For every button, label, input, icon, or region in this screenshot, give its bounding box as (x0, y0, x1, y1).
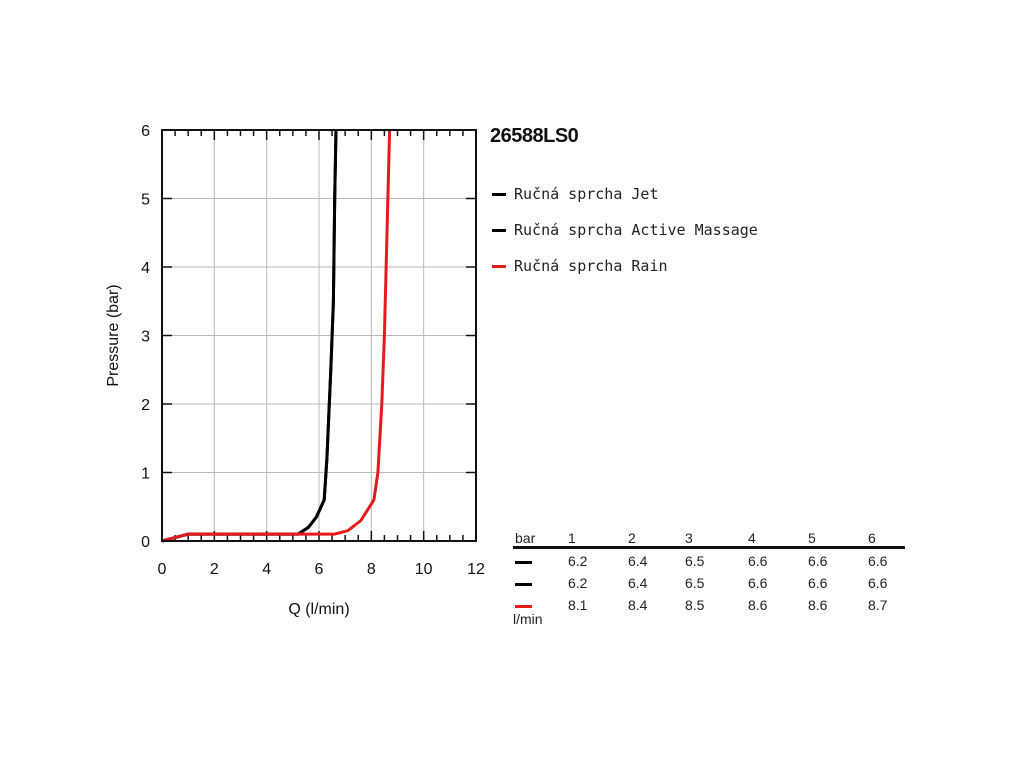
series-line-3 (161, 129, 392, 543)
table-cell: 6.6 (748, 575, 768, 591)
x-tick-label: 2 (210, 561, 219, 578)
legend-swatch (492, 192, 506, 196)
legend-swatch (492, 228, 506, 232)
y-tick-label: 6 (141, 123, 150, 140)
x-tick-label: 4 (262, 561, 271, 578)
y-tick-label: 5 (141, 192, 150, 209)
table-cell: 8.6 (808, 597, 828, 613)
table-header-cell: 4 (748, 530, 756, 546)
x-tick-label: 8 (367, 561, 376, 578)
chart-title: 26588LS0 (490, 125, 579, 147)
table-row: 6.2 6.4 6.5 6.6 6.6 6.6 (513, 571, 905, 593)
plot-frame (161, 129, 477, 542)
table-cell: 6.4 (628, 575, 648, 591)
y-tick-label: 1 (141, 466, 150, 483)
legend-item: Ručná sprcha Jet (492, 176, 758, 212)
table-cell: 8.5 (685, 597, 705, 613)
x-axis-label: Q (l/min) (288, 601, 349, 618)
table-cell: 6.2 (568, 553, 588, 569)
table-cell: 6.2 (568, 575, 588, 591)
y-axis-label: Pressure (bar) (105, 284, 122, 386)
table-header-cell: 5 (808, 530, 816, 546)
table-header-unit: bar (515, 530, 536, 546)
y-tick-label: 2 (141, 397, 150, 414)
x-tick-label: 0 (158, 561, 167, 578)
grid (162, 130, 476, 541)
legend-label: Ručná sprcha Jet (514, 185, 659, 203)
table-cell: 8.4 (628, 597, 648, 613)
y-tick-label: 3 (141, 329, 150, 346)
table-cell: 8.1 (568, 597, 588, 613)
table-unit-label: l/min (513, 611, 543, 627)
table-cell: 8.6 (748, 597, 768, 613)
table-row-swatch (515, 561, 532, 564)
legend-label: Ručná sprcha Active Massage (514, 221, 758, 239)
series-layer (161, 129, 392, 543)
table-row-swatch (515, 605, 532, 608)
value-table: bar 1 2 3 4 5 6 6.2 6.4 6.5 6.6 6.6 6.6 6.2 6.4 6.5 6.6… (513, 531, 905, 627)
table-row: 6.2 6.4 6.5 6.6 6.6 6.6 (513, 549, 905, 571)
legend-item: Ručná sprcha Rain (492, 248, 758, 284)
legend-label: Ručná sprcha Rain (514, 257, 668, 275)
x-tick-label: 10 (415, 561, 433, 578)
table-header-cell: 3 (685, 530, 693, 546)
table-header-cell: 1 (568, 530, 576, 546)
table-body: 6.2 6.4 6.5 6.6 6.6 6.6 6.2 6.4 6.5 6.6 6.6 6.6 8.1 8… (513, 549, 905, 615)
table-cell: 6.5 (685, 553, 705, 569)
table-cell: 6.6 (868, 553, 888, 569)
table-header-cell: 2 (628, 530, 636, 546)
table-cell: 6.5 (685, 575, 705, 591)
table-cell: 6.6 (868, 575, 888, 591)
legend-item: Ručná sprcha Active Massage (492, 212, 758, 248)
y-tick-label: 4 (141, 260, 150, 277)
legend: Ručná sprcha Jet Ručná sprcha Active Mass… (492, 176, 758, 284)
table-header: bar 1 2 3 4 5 6 (513, 531, 905, 549)
x-tick-label: 12 (467, 561, 485, 578)
table-cell: 6.4 (628, 553, 648, 569)
table-cell: 6.6 (748, 553, 768, 569)
table-row: 8.1 8.4 8.5 8.6 8.6 8.7 (513, 593, 905, 615)
legend-swatch (492, 264, 506, 268)
table-header-cell: 6 (868, 530, 876, 546)
table-cell: 6.6 (808, 575, 828, 591)
y-tick-label: 0 (141, 534, 150, 551)
table-cell: 8.7 (868, 597, 888, 613)
table-row-swatch (515, 583, 532, 586)
table-cell: 6.6 (808, 553, 828, 569)
x-tick-label: 6 (315, 561, 324, 578)
